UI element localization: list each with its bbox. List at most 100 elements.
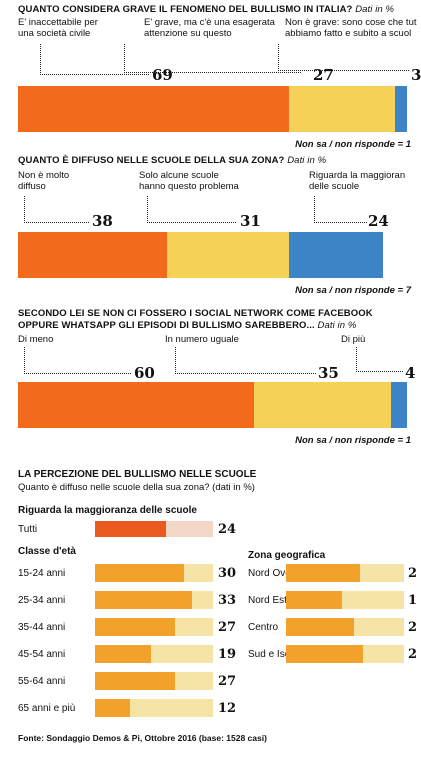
zone-bar bbox=[286, 591, 343, 609]
age-bar-track bbox=[95, 672, 213, 690]
question-3-title-line-2: OPPURE WHATSAPP GLI EPISODI DI BULLISMO … bbox=[18, 320, 356, 331]
question-1-title: QUANTO CONSIDERA GRAVE IL FENOMENO DEL B… bbox=[18, 4, 394, 15]
series-label: Riguarda la maggioranza delle scuole bbox=[18, 505, 197, 516]
q3-leader-2 bbox=[175, 347, 316, 374]
age-row: 55-64 anni 27 bbox=[18, 672, 238, 692]
zone-row: Sud e Isole 2 bbox=[248, 645, 421, 665]
q2-leader-2 bbox=[147, 196, 236, 223]
zone-bar bbox=[286, 618, 354, 636]
question-3-title-line-1: SECONDO LEI SE NON CI FOSSERO I SOCIAL N… bbox=[18, 308, 373, 319]
zone-bar bbox=[286, 645, 363, 663]
zone-row: Nord Est 1 bbox=[248, 591, 421, 611]
zone-label: Nord Ovest bbox=[248, 568, 299, 579]
q1-leader-3 bbox=[278, 44, 409, 71]
age-label: 65 anni e più bbox=[18, 703, 76, 714]
q1-value-3: 3 bbox=[411, 66, 421, 84]
age-value: 27 bbox=[218, 674, 237, 689]
zone-label: Nord Est bbox=[248, 595, 287, 606]
age-value: 27 bbox=[218, 620, 237, 635]
age-row: 65 anni e più 12 bbox=[18, 699, 238, 719]
age-bar-track bbox=[95, 564, 213, 582]
zone-bar-track bbox=[286, 645, 404, 663]
q2-value-3: 24 bbox=[368, 212, 389, 230]
q3-value-1: 60 bbox=[134, 364, 155, 382]
zone-bar-track bbox=[286, 618, 404, 636]
q2-note: Dati in % bbox=[287, 155, 327, 166]
q3-value-2: 35 bbox=[318, 364, 339, 382]
q3-non-sa: Non sa / non risponde = 1 bbox=[295, 435, 411, 446]
zone-bar-track bbox=[286, 591, 404, 609]
age-bar bbox=[95, 699, 131, 717]
age-bar bbox=[95, 591, 193, 609]
age-bar-track bbox=[95, 618, 213, 636]
tutti-value: 24 bbox=[218, 522, 237, 537]
q2-label-1: Non è molto diffuso bbox=[18, 170, 70, 192]
zone-value: 2 bbox=[408, 647, 418, 662]
q3-stacked-bar bbox=[18, 382, 411, 428]
q2-label-3: Riguarda la maggioran delle scuole bbox=[309, 170, 406, 192]
q3-label-1: Di meno bbox=[18, 334, 54, 345]
q2-value-2: 31 bbox=[240, 212, 261, 230]
source-note: Fonte: Sondaggio Demos & Pi, Ottobre 201… bbox=[18, 733, 267, 743]
zone-value: 2 bbox=[408, 566, 418, 581]
perception-subtitle: Quanto è diffuso nelle scuole della sua … bbox=[18, 482, 255, 493]
bar-segment bbox=[18, 86, 290, 132]
zone-label: Sud e Isole bbox=[248, 649, 299, 660]
q2-title-text: QUANTO È DIFFUSO NELLE SCUOLE DELLA SUA … bbox=[18, 155, 285, 166]
age-row: 45-54 anni 19 bbox=[18, 645, 238, 665]
age-value: 12 bbox=[218, 701, 237, 716]
age-label: 25-34 anni bbox=[18, 595, 66, 606]
tutti-label: Tutti bbox=[18, 524, 38, 535]
bar-segment bbox=[289, 86, 396, 132]
age-row: 25-34 anni 33 bbox=[18, 591, 238, 611]
age-label: 45-54 anni bbox=[18, 649, 66, 660]
q1-value-1: 69 bbox=[152, 66, 173, 84]
q1-leader-2 bbox=[124, 44, 301, 73]
q1-leader-1 bbox=[40, 44, 149, 75]
q2-value-1: 38 bbox=[92, 212, 113, 230]
q1-label-1: E' inaccettabile per una società civile bbox=[18, 17, 98, 39]
age-group-title: Classe d'età bbox=[18, 546, 76, 557]
q1-label-3: Non è grave: sono cose che tut abbiamo f… bbox=[285, 17, 417, 39]
q1-note: Dati in % bbox=[355, 4, 395, 15]
zone-group-title: Zona geografica bbox=[248, 550, 326, 561]
zone-value: 1 bbox=[408, 593, 418, 608]
zone-bar-track bbox=[286, 564, 404, 582]
age-bar bbox=[95, 564, 184, 582]
q3-leader-3 bbox=[356, 347, 403, 372]
tutti-bar bbox=[95, 521, 166, 537]
bar-segment bbox=[395, 86, 408, 132]
bar-segment bbox=[167, 232, 290, 278]
bar-segment bbox=[391, 382, 408, 428]
q1-label-2: E' grave, ma c'è una esagerata attenzion… bbox=[144, 17, 275, 39]
age-label: 55-64 anni bbox=[18, 676, 66, 687]
q2-non-sa: Non sa / non risponde = 7 bbox=[295, 285, 411, 296]
q2-label-2: Solo alcune scuole hanno questo problema bbox=[139, 170, 239, 192]
age-bar bbox=[95, 618, 175, 636]
age-bar bbox=[95, 645, 152, 663]
q2-stacked-bar bbox=[18, 232, 411, 278]
q2-leader-3 bbox=[314, 196, 367, 223]
age-label: 35-44 anni bbox=[18, 622, 66, 633]
zone-row: Centro 2 bbox=[248, 618, 421, 638]
age-bar-track bbox=[95, 591, 213, 609]
age-value: 33 bbox=[218, 593, 237, 608]
q3-value-3: 4 bbox=[405, 364, 416, 382]
zone-value: 2 bbox=[408, 620, 418, 635]
bar-segment bbox=[18, 382, 254, 428]
age-bar-track bbox=[95, 645, 213, 663]
bar-segment bbox=[289, 232, 384, 278]
zone-label: Centro bbox=[248, 622, 279, 633]
zone-bar bbox=[286, 564, 360, 582]
bar-segment bbox=[18, 232, 168, 278]
q3-note: Dati in % bbox=[317, 320, 357, 331]
zone-row: Nord Ovest 2 bbox=[248, 564, 421, 584]
q3-label-2: In numero uguale bbox=[165, 334, 239, 345]
q3-label-3: Di più bbox=[341, 334, 366, 345]
age-bar bbox=[95, 672, 175, 690]
q3-leader-1 bbox=[24, 347, 131, 374]
q2-leader-1 bbox=[24, 196, 89, 223]
age-row: 15-24 anni 30 bbox=[18, 564, 238, 584]
age-bar-track bbox=[95, 699, 213, 717]
q1-non-sa: Non sa / non risponde = 1 bbox=[295, 139, 411, 150]
